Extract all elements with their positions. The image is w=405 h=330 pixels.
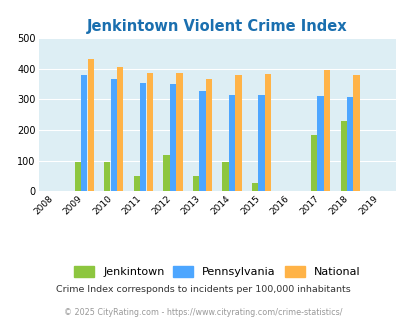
Bar: [340, 121, 346, 191]
Bar: [199, 91, 205, 191]
Bar: [140, 83, 146, 191]
Bar: [134, 176, 140, 191]
Bar: [192, 176, 198, 191]
Bar: [176, 73, 182, 191]
Bar: [228, 95, 234, 191]
Bar: [81, 75, 87, 191]
Bar: [75, 162, 81, 191]
Bar: [264, 74, 271, 191]
Title: Jenkintown Violent Crime Index: Jenkintown Violent Crime Index: [87, 19, 347, 34]
Bar: [163, 155, 169, 191]
Bar: [222, 162, 228, 191]
Bar: [169, 84, 176, 191]
Bar: [323, 71, 329, 191]
Bar: [235, 75, 241, 191]
Bar: [111, 80, 117, 191]
Legend: Jenkintown, Pennsylvania, National: Jenkintown, Pennsylvania, National: [70, 261, 364, 281]
Bar: [346, 97, 352, 191]
Bar: [317, 96, 323, 191]
Bar: [147, 73, 153, 191]
Bar: [117, 67, 123, 191]
Text: Crime Index corresponds to incidents per 100,000 inhabitants: Crime Index corresponds to incidents per…: [55, 285, 350, 294]
Bar: [205, 79, 211, 191]
Bar: [310, 135, 316, 191]
Bar: [104, 162, 110, 191]
Bar: [353, 75, 359, 191]
Bar: [87, 59, 94, 191]
Bar: [258, 95, 264, 191]
Bar: [251, 183, 258, 191]
Text: © 2025 CityRating.com - https://www.cityrating.com/crime-statistics/: © 2025 CityRating.com - https://www.city…: [64, 308, 341, 317]
